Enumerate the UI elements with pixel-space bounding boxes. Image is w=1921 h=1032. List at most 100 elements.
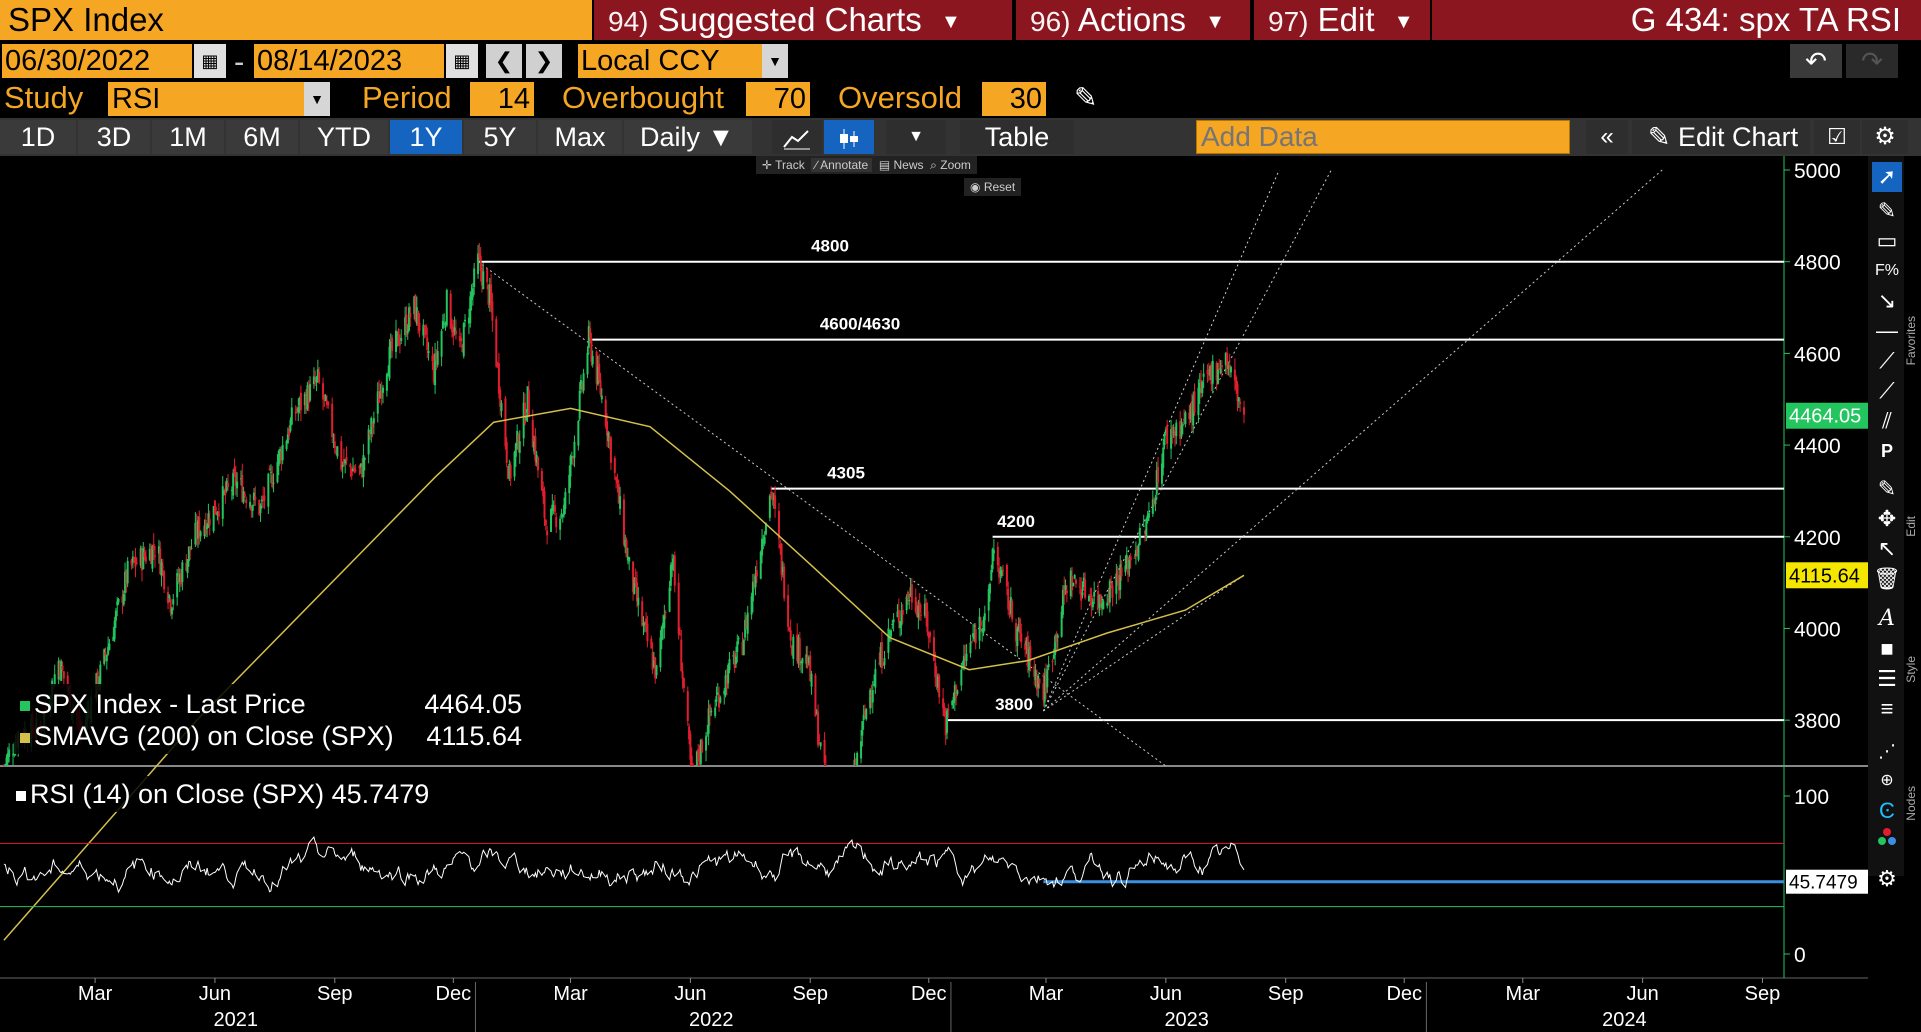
add-node-icon[interactable]: ⊕: [1880, 772, 1894, 789]
collapse-icon[interactable]: «: [1586, 120, 1628, 154]
candle-body: [1020, 633, 1023, 643]
x-month-label: Sep: [1268, 983, 1304, 1005]
candle-body: [654, 657, 657, 679]
candle-body: [634, 577, 637, 584]
candle-body: [869, 689, 872, 709]
edit-menu[interactable]: 97) Edit ▼: [1254, 0, 1430, 40]
channel-icon[interactable]: ⫽: [1882, 408, 1892, 433]
fibonacci-icon[interactable]: F%: [1875, 262, 1899, 279]
start-date-field[interactable]: 06/30/2022: [2, 44, 192, 78]
candle-body: [823, 740, 826, 763]
candle-body: [1119, 564, 1122, 590]
candle-body: [645, 618, 648, 627]
rectangle-icon[interactable]: ▭: [1876, 228, 1898, 253]
suggested-charts-menu[interactable]: 94) Suggested Charts ▼: [594, 0, 1012, 40]
chart-settings-icon[interactable]: ☑: [1814, 120, 1860, 154]
track-tool[interactable]: ✛ Track: [762, 158, 805, 172]
line-chart-icon[interactable]: [772, 120, 822, 154]
candle-body: [573, 441, 576, 458]
magnet-icon[interactable]: Ͼ: [1879, 798, 1895, 823]
edit-pen-icon[interactable]: ✎: [1877, 476, 1897, 501]
candle-body: [57, 660, 60, 680]
text-style-icon[interactable]: A: [1879, 606, 1895, 631]
undo-button[interactable]: ↶: [1790, 44, 1842, 78]
cursor-icon[interactable]: ➚: [1872, 162, 1902, 192]
calendar-icon[interactable]: ▦: [194, 44, 226, 78]
arrow-icon[interactable]: ↘: [1877, 288, 1897, 313]
chart-canvas[interactable]: 4800 4600/4630 4305 4200 3800 5000 4800 4600 44…: [0, 156, 1921, 1032]
security-field[interactable]: SPX Index: [0, 0, 592, 40]
pitchfork-icon[interactable]: P: [1880, 441, 1893, 461]
candle-body: [642, 622, 645, 626]
x-month-label: Jun: [674, 983, 706, 1005]
frequency-select[interactable]: Daily ▼: [624, 120, 752, 154]
calendar-icon[interactable]: ▦: [446, 44, 478, 78]
annotate-tool[interactable]: ∕ Annotate: [811, 158, 873, 172]
line-style-icon[interactable]: ☰: [1877, 666, 1897, 691]
redo-button[interactable]: ↷: [1846, 44, 1898, 78]
candle-body: [880, 642, 883, 668]
candle-body: [591, 356, 594, 365]
period-5y[interactable]: 5Y: [464, 120, 536, 154]
candle-body: [424, 325, 427, 335]
candle-body: [1183, 418, 1186, 422]
study-select[interactable]: RSI: [108, 82, 304, 116]
candle-body: [1005, 564, 1008, 587]
candle-body: [635, 582, 638, 602]
trash-icon[interactable]: 🗑: [1873, 566, 1901, 591]
chart-type-dropdown[interactable]: ▼: [886, 120, 946, 154]
ray-icon[interactable]: ⟋: [1879, 378, 1895, 403]
gear-icon[interactable]: ⚙: [1877, 866, 1897, 891]
level-label: 4305: [827, 464, 865, 483]
node-icon[interactable]: ⋰: [1878, 741, 1896, 761]
candle-body: [590, 338, 593, 362]
next-period-button[interactable]: ❯: [526, 44, 562, 78]
prev-period-button[interactable]: ❮: [486, 44, 522, 78]
fill-icon[interactable]: ■: [1880, 636, 1894, 661]
currency-select[interactable]: Local CCY: [578, 44, 764, 78]
period-1d[interactable]: 1D: [0, 120, 76, 154]
chevron-down-icon[interactable]: ▼: [762, 44, 788, 78]
candle-body: [124, 571, 127, 593]
news-tool[interactable]: ▤ News: [878, 158, 924, 172]
candle-body: [1160, 463, 1163, 484]
reset-button[interactable]: ◉ Reset: [964, 178, 1022, 196]
candle-body: [659, 637, 662, 668]
actions-menu[interactable]: 96) Actions ▼: [1016, 0, 1250, 40]
gear-icon[interactable]: ⚙: [1862, 120, 1908, 154]
color-dots-icon[interactable]: [1872, 826, 1902, 856]
candle-body: [381, 387, 384, 393]
overbought-input[interactable]: 70: [746, 82, 810, 116]
edit-chart-button[interactable]: ✎ Edit Chart: [1632, 120, 1810, 154]
candle-body: [710, 710, 713, 713]
candle-body: [114, 610, 117, 621]
add-data-input[interactable]: [1196, 120, 1570, 154]
move-icon[interactable]: ✥: [1877, 506, 1897, 531]
candle-body: [698, 755, 701, 762]
candle-body: [854, 758, 857, 766]
oversold-input[interactable]: 30: [982, 82, 1046, 116]
period-3d[interactable]: 3D: [78, 120, 150, 154]
pen-icon[interactable]: ✎: [1877, 198, 1897, 223]
period-6m[interactable]: 6M: [226, 120, 298, 154]
chevron-down-icon[interactable]: ▼: [304, 82, 330, 116]
pointer-icon[interactable]: ↖: [1877, 536, 1897, 561]
line-width-icon[interactable]: ≡: [1880, 696, 1894, 721]
chart-area[interactable]: 4800 4600/4630 4305 4200 3800 5000 4800 4600 44…: [0, 156, 1921, 1032]
horizontal-line-icon[interactable]: —: [1876, 318, 1898, 343]
candle-body: [564, 491, 567, 509]
pencil-icon[interactable]: ✎: [1074, 82, 1098, 113]
table-button[interactable]: Table: [960, 120, 1074, 154]
trendline-icon[interactable]: ⟋: [1879, 348, 1895, 373]
candle-body: [932, 637, 935, 662]
candlestick-icon[interactable]: [824, 120, 874, 154]
zoom-tool[interactable]: ⌕ Zoom: [930, 158, 971, 172]
trend-line: [1042, 169, 1280, 712]
period-input[interactable]: 14: [470, 82, 534, 116]
period-1y[interactable]: 1Y: [390, 120, 462, 154]
period-ytd[interactable]: YTD: [300, 120, 388, 154]
end-date-field[interactable]: 08/14/2023: [254, 44, 444, 78]
period-1m[interactable]: 1M: [152, 120, 224, 154]
candle-body: [805, 654, 808, 664]
period-max[interactable]: Max: [538, 120, 622, 154]
